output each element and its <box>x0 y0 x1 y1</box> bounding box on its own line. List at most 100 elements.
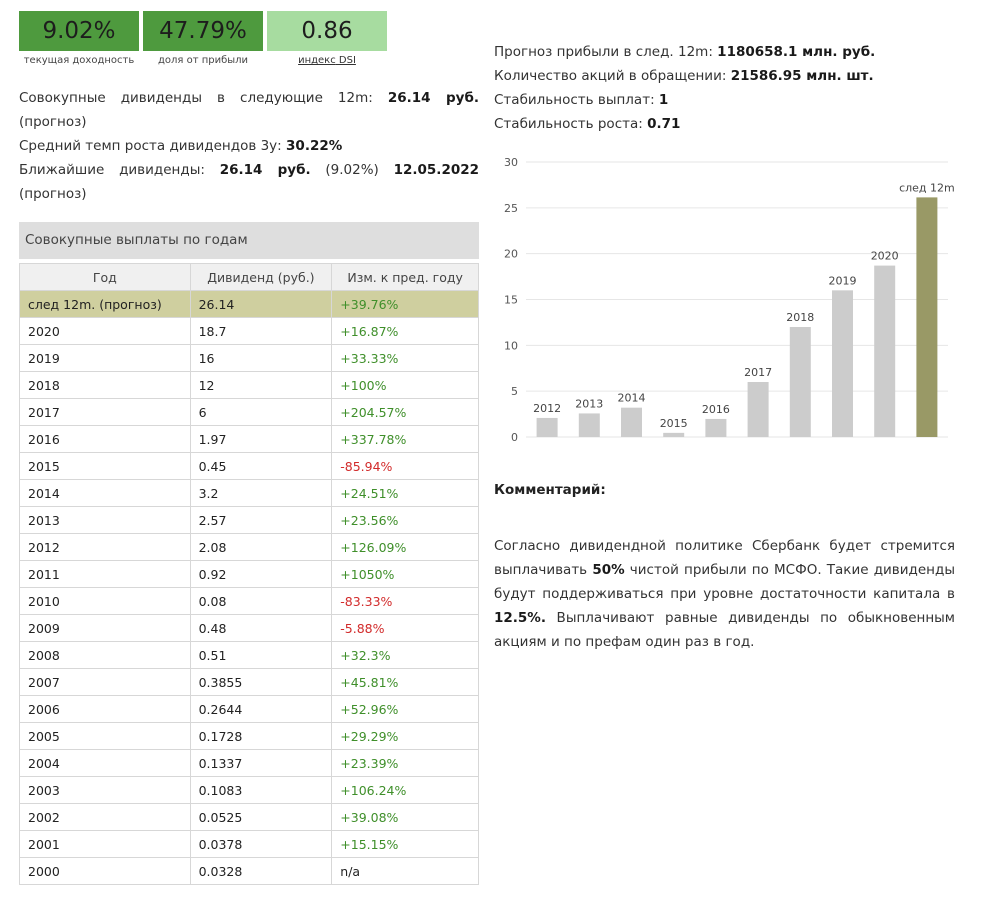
change-cell: +39.08% <box>331 803 479 831</box>
dsi-caption: индекс DSI <box>267 55 387 66</box>
payout-value: 47.79% <box>159 18 247 44</box>
col-year-header: Год <box>19 263 191 291</box>
change-cell: +23.39% <box>331 749 479 777</box>
dividend-cell: 0.1728 <box>189 722 333 750</box>
year-cell: 2004 <box>19 749 191 777</box>
table-row: 2017 6 +204.57% <box>19 398 479 426</box>
year-cell: 2007 <box>19 668 191 696</box>
change-cell: -83.33% <box>331 587 479 615</box>
change-cell: +16.87% <box>331 317 479 345</box>
payout-caption: доля от прибыли <box>157 55 249 66</box>
comment-text: Согласно дивидендной политике Сбербанк б… <box>494 538 955 650</box>
bar <box>832 290 853 437</box>
dividend-cell: 2.57 <box>189 506 333 534</box>
table-row: 2000 0.0328 n/a <box>19 857 479 885</box>
table-row: 2020 18.7 +16.87% <box>19 317 479 345</box>
dividend-summary: Совокупные дивиденды в следующие 12m: 26… <box>19 86 479 206</box>
dividend-bar-chart: 0 5 10 15 20 25 30 2012 2013 2014 2015 2016 2017 2018… <box>494 150 955 454</box>
dividend-cell: 6 <box>189 398 333 426</box>
table-row: 2001 0.0378 +15.15% <box>19 830 479 858</box>
table-row: 2010 0.08 -83.33% <box>19 587 479 615</box>
change-cell: +1050% <box>331 560 479 588</box>
y-tick-label: 5 <box>511 385 518 398</box>
year-cell: 2012 <box>19 533 191 561</box>
year-cell: 2011 <box>19 560 191 588</box>
summary-next-date: 12.05.2022 <box>393 162 480 178</box>
year-cell: 2000 <box>19 857 191 885</box>
table-row: 2011 0.92 +1050% <box>19 560 479 588</box>
change-cell: +23.56% <box>331 506 479 534</box>
year-cell: 2010 <box>19 587 191 615</box>
bar-category-label: след 12m <box>899 181 954 194</box>
bar <box>536 417 558 437</box>
bar-category-label: 2014 <box>618 392 646 405</box>
stat-profit-forecast: Прогноз прибыли в след. 12m: 1180658.1 м… <box>494 44 876 60</box>
bar-category-label: 2012 <box>533 402 561 415</box>
table-row: 2016 1.97 +337.78% <box>19 425 479 453</box>
table-row: 2012 2.08 +126.09% <box>19 533 479 561</box>
dsi-tile: 0.86 <box>267 11 387 51</box>
change-cell: +204.57% <box>331 398 479 426</box>
table-row: 2007 0.3855 +45.81% <box>19 668 479 696</box>
bar-category-label: 2016 <box>702 403 730 416</box>
payments-table-title: Совокупные выплаты по годам <box>19 222 479 259</box>
bar <box>916 197 938 437</box>
comment-title: Комментарий: <box>494 482 606 498</box>
change-cell: +45.81% <box>331 668 479 696</box>
change-cell: +33.33% <box>331 344 479 372</box>
bar <box>705 418 727 437</box>
summary-growth-value: 30.22% <box>286 138 343 154</box>
change-cell: +24.51% <box>331 479 479 507</box>
comment-capital-ratio: 12.5%. <box>494 610 546 626</box>
change-cell: +126.09% <box>331 533 479 561</box>
yield-tile: 9.02% <box>19 11 139 51</box>
year-cell: 2018 <box>19 371 191 399</box>
y-tick-label: 10 <box>504 339 518 352</box>
payout-tile: 47.79% <box>143 11 263 51</box>
year-cell: след 12m. (прогноз) <box>19 290 191 318</box>
change-cell: +337.78% <box>331 425 479 453</box>
year-cell: 2002 <box>19 803 191 831</box>
year-cell: 2008 <box>19 641 191 669</box>
stat-shares-outstanding: Количество акций в обращении: 21586.95 м… <box>494 68 874 84</box>
bar-category-label: 2019 <box>829 274 857 287</box>
change-cell: +52.96% <box>331 695 479 723</box>
year-cell: 2003 <box>19 776 191 804</box>
dividend-cell: 0.48 <box>189 614 333 642</box>
payments-table: Год Дивиденд (руб.) Изм. к пред. году сл… <box>19 263 479 885</box>
bar <box>874 265 896 437</box>
y-tick-label: 15 <box>504 294 518 307</box>
dividend-cell: 0.1083 <box>189 776 333 804</box>
table-row: 2019 16 +33.33% <box>19 344 479 372</box>
change-cell: +29.29% <box>331 722 479 750</box>
col-change-header: Изм. к пред. году <box>331 263 479 291</box>
table-row: 2004 0.1337 +23.39% <box>19 749 479 777</box>
dsi-index-link[interactable]: индекс <box>298 55 336 66</box>
bar <box>621 407 642 437</box>
bar <box>789 327 811 437</box>
dividend-cell: 12 <box>189 371 333 399</box>
table-row: 2005 0.1728 +29.29% <box>19 722 479 750</box>
change-cell: -5.88% <box>331 614 479 642</box>
table-row: 2015 0.45 -85.94% <box>19 452 479 480</box>
table-row: 2009 0.48 -5.88% <box>19 614 479 642</box>
table-row: 2003 0.1083 +106.24% <box>19 776 479 804</box>
dsi-caption-rest[interactable]: DSI <box>335 55 356 66</box>
chart-svg: 0 5 10 15 20 25 30 2012 2013 2014 2015 2016 2017 2018… <box>504 156 955 444</box>
year-cell: 2014 <box>19 479 191 507</box>
change-cell: +106.24% <box>331 776 479 804</box>
y-tick-label: 0 <box>511 431 518 444</box>
y-tick-label: 20 <box>504 248 518 261</box>
year-cell: 2005 <box>19 722 191 750</box>
change-cell: n/a <box>331 857 479 885</box>
change-cell: +39.76% <box>331 290 479 318</box>
table-row: 2013 2.57 +23.56% <box>19 506 479 534</box>
change-cell: +32.3% <box>331 641 479 669</box>
table-row: 2018 12 +100% <box>19 371 479 399</box>
forecast-stats: Прогноз прибыли в след. 12m: 1180658.1 м… <box>494 40 964 136</box>
bar-category-label: 2015 <box>660 417 688 430</box>
table-row: 2006 0.2644 +52.96% <box>19 695 479 723</box>
summary-next-value: 26.14 руб. <box>219 162 311 178</box>
stat-payment-stability: Стабильность выплат: 1 <box>494 92 669 108</box>
year-cell: 2016 <box>19 425 191 453</box>
